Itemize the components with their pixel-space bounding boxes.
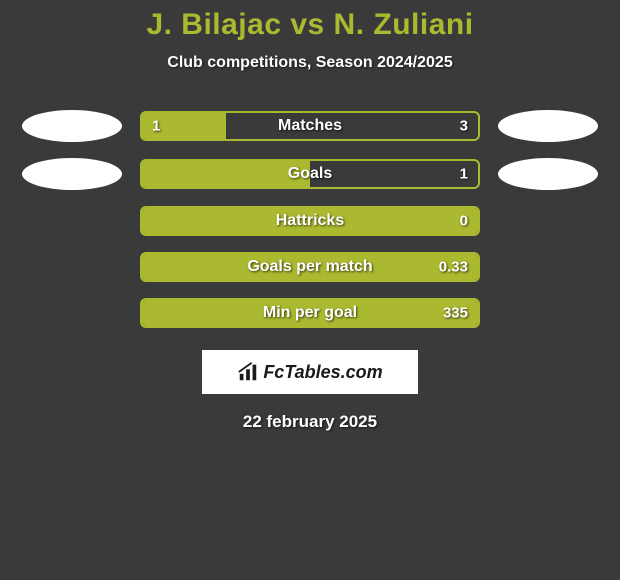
stat-label: Hattricks bbox=[142, 208, 478, 234]
subtitle: Club competitions, Season 2024/2025 bbox=[0, 54, 620, 72]
stat-row: 1Matches3 bbox=[0, 110, 620, 142]
stat-bar: Goals per match0.33 bbox=[140, 252, 480, 282]
stat-value-right: 0 bbox=[460, 213, 468, 230]
site-logo: FcTables.com bbox=[237, 361, 382, 383]
stat-value-right: 0.33 bbox=[439, 259, 468, 276]
stats-rows: 1Matches3Goals1Hattricks0Goals per match… bbox=[0, 110, 620, 328]
footer-date: 22 february 2025 bbox=[0, 412, 620, 432]
team-badge-right bbox=[498, 110, 598, 142]
site-logo-box[interactable]: FcTables.com bbox=[202, 350, 418, 394]
stat-bar: 1Matches3 bbox=[140, 111, 480, 141]
stat-value-right: 1 bbox=[460, 166, 468, 183]
team-badge-left bbox=[22, 158, 122, 190]
page-title: J. Bilajac vs N. Zuliani bbox=[0, 8, 620, 42]
stat-row: Min per goal335 bbox=[0, 298, 620, 328]
stat-bar: Hattricks0 bbox=[140, 206, 480, 236]
stat-label: Goals bbox=[142, 161, 478, 187]
team-badge-right bbox=[498, 158, 598, 190]
stat-row: Hattricks0 bbox=[0, 206, 620, 236]
stat-bar: Min per goal335 bbox=[140, 298, 480, 328]
stat-row: Goals1 bbox=[0, 158, 620, 190]
stat-value-right: 335 bbox=[443, 305, 468, 322]
comparison-container: J. Bilajac vs N. Zuliani Club competitio… bbox=[0, 0, 620, 432]
logo-text: FcTables.com bbox=[263, 362, 382, 383]
stat-label: Min per goal bbox=[142, 300, 478, 326]
stat-row: Goals per match0.33 bbox=[0, 252, 620, 282]
stat-value-right: 3 bbox=[460, 118, 468, 135]
stat-label: Goals per match bbox=[142, 254, 478, 280]
team-badge-left bbox=[22, 110, 122, 142]
stat-label: Matches bbox=[142, 113, 478, 139]
stat-bar: Goals1 bbox=[140, 159, 480, 189]
chart-icon bbox=[237, 361, 259, 383]
